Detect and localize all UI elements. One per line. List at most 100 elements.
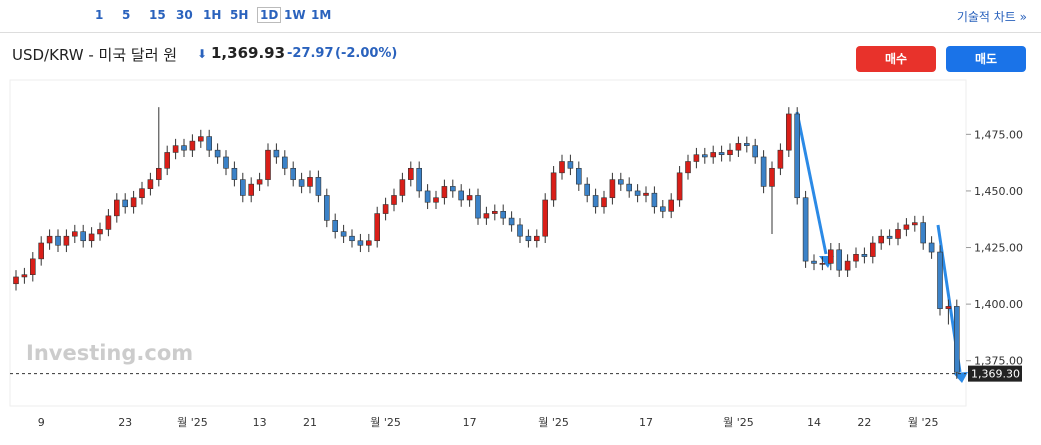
interval-button[interactable]: 1 [95,8,104,22]
candle-body [315,177,322,196]
candle-body [147,179,154,189]
x-tick-label: 17 [463,416,477,429]
candle-body [491,211,498,214]
candle-body [433,197,439,203]
buy-button[interactable]: 매수 [856,46,936,72]
interval-button[interactable]: 30 [176,8,193,22]
candle-body [920,222,927,244]
candle-body [122,199,128,208]
candle-body [399,179,406,196]
change: -27.97 [287,46,334,61]
candle-body [21,274,28,278]
candle-body [198,136,204,142]
y-tick-label: 1,450.00 [974,185,1023,198]
candle-body [836,249,843,271]
candle-body [500,211,507,219]
interval-button[interactable]: 5 [122,8,131,22]
candle-body [240,179,246,196]
candle-body [365,240,372,246]
y-tick-label: 1,425.00 [974,242,1023,255]
x-tick-label: 13 [253,416,267,429]
candle-body [189,140,196,151]
candle-body [340,231,347,237]
divider [0,32,1041,33]
candle-body [794,113,801,199]
candle-body [525,235,532,242]
candle-body [424,190,431,203]
candle-body [231,167,238,180]
interval-button[interactable]: 1W [284,8,306,22]
candle-body [735,143,742,151]
candle-body [668,199,675,212]
interval-button[interactable]: 1D [257,7,282,23]
candle-body [63,235,70,246]
candle-body [88,233,95,242]
candle-body [323,195,330,221]
candle-body [139,188,145,199]
x-tick-label: 월 '25 [370,416,401,429]
candle-body [281,156,288,169]
interval-button[interactable]: 5H [230,8,249,22]
candle-body [693,154,700,162]
candle-body [895,229,901,239]
candle-body [13,276,19,285]
candle-body [785,113,792,151]
candle-body [357,240,364,246]
candle-body [105,215,112,230]
candle-body [861,254,868,257]
candle-body [802,197,809,262]
y-tick-label: 1,400.00 [974,298,1023,311]
candle-body [374,213,381,242]
candle-body [80,231,86,242]
candle-body [584,183,591,196]
candle-body [727,149,733,156]
interval-button[interactable]: 1H [203,8,222,22]
x-tick-label: 21 [303,416,317,429]
candle-body [811,260,817,264]
x-tick-label: 17 [639,416,653,429]
interval-button[interactable]: 1M [311,8,332,22]
candle-body [878,235,885,244]
x-tick-label: 월 '25 [538,416,569,429]
candle-body [97,229,103,235]
sell-button[interactable]: 매도 [946,46,1026,72]
candle-body [819,263,826,265]
interval-button[interactable]: 15 [149,8,166,22]
candle-body [928,242,935,253]
candle-body [752,145,759,158]
candle-body [937,251,943,309]
candle-body [307,177,313,187]
candle-body [248,183,254,196]
candle-body [567,161,574,169]
candle-body [130,197,137,208]
candle-body [617,179,624,185]
candle-body [206,136,212,151]
candle-body [659,206,666,212]
candle-body [592,195,599,208]
x-tick-label: 14 [807,416,821,429]
candle-body [382,204,389,214]
candle-body [273,149,280,158]
candle-body [114,199,120,217]
x-tick-label: 월 '25 [177,416,208,429]
candle-body [542,199,549,237]
y-tick-label: 1,475.00 [974,128,1023,141]
candle-body [164,152,170,169]
x-tick-label: 월 '25 [908,416,939,429]
candle-body [953,306,960,373]
candle-body [172,145,179,153]
tech-chart-link[interactable]: 기술적 차트 » [956,10,1027,24]
candle-body [508,217,515,226]
candle-body [72,231,78,237]
candle-body [886,235,893,239]
candle-body [416,167,423,192]
watermark: Investing.com [26,341,193,365]
candle-body [46,235,53,244]
candle-body [651,192,658,208]
candle-body [760,156,767,187]
candle-body [475,195,481,219]
candle-body [945,306,952,309]
candle-body [349,235,355,242]
candle-body [827,249,834,264]
